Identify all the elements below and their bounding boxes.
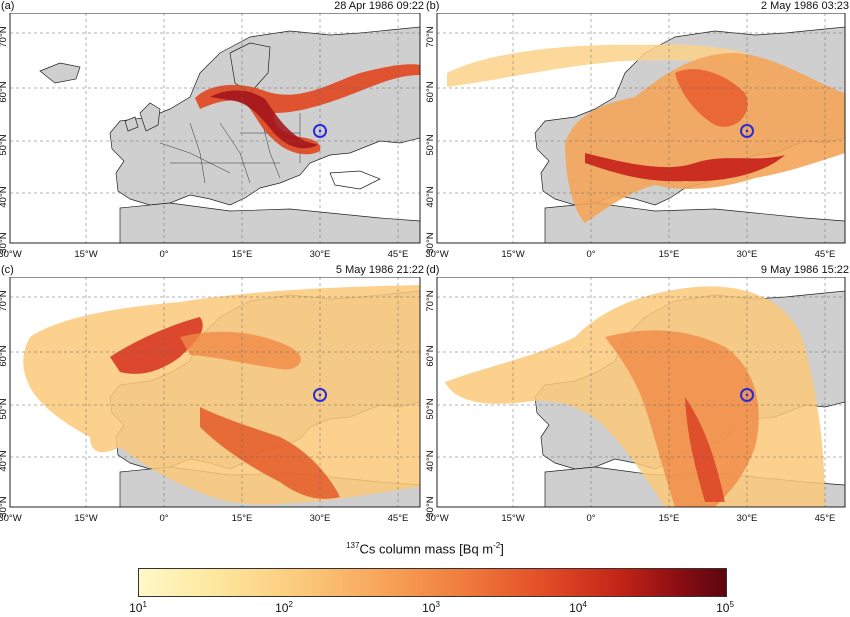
svg-text:15°W: 15°W bbox=[74, 513, 97, 524]
map-a: 30°W 15°W 0° 15°E 30°E 45°E 70°N 60°N 50… bbox=[0, 13, 421, 260]
gridlines bbox=[10, 13, 420, 243]
svg-text:50°N: 50°N bbox=[425, 398, 436, 419]
svg-text:60°N: 60°N bbox=[425, 345, 436, 366]
svg-text:40°N: 40°N bbox=[425, 450, 436, 471]
svg-text:30°W: 30°W bbox=[0, 513, 22, 524]
plume bbox=[195, 64, 420, 155]
svg-text:15°E: 15°E bbox=[659, 249, 680, 260]
colorbar-tick: 101 bbox=[129, 600, 147, 615]
svg-text:15°W: 15°W bbox=[74, 249, 97, 260]
svg-text:40°N: 40°N bbox=[425, 186, 436, 207]
svg-text:30°N: 30°N bbox=[425, 232, 436, 253]
svg-text:70°N: 70°N bbox=[0, 26, 9, 47]
panel-date: 5 May 1986 21:22 bbox=[335, 264, 424, 276]
colorbar-title: 137Cs column mass [Bq m-2] bbox=[346, 541, 504, 557]
panel-a: (a) 28 Apr 1986 09:22 bbox=[0, 0, 425, 268]
svg-text:30°E: 30°E bbox=[737, 249, 758, 260]
map-d: 30°W 15°W 0° 15°E 30°E 45°E 70°N 60°N 50… bbox=[425, 277, 846, 524]
chernobyl-marker bbox=[313, 124, 327, 138]
svg-text:0°: 0° bbox=[586, 249, 595, 260]
chernobyl-marker bbox=[313, 388, 327, 402]
svg-text:30°W: 30°W bbox=[425, 513, 448, 524]
svg-text:0°: 0° bbox=[159, 513, 168, 524]
map-frame bbox=[9, 13, 421, 244]
chernobyl-marker bbox=[740, 124, 754, 138]
lat-tick-labels: 70°N 60°N 50°N 40°N 30°N bbox=[0, 26, 9, 253]
svg-text:30°E: 30°E bbox=[310, 513, 331, 524]
svg-text:70°N: 70°N bbox=[0, 290, 9, 311]
lon-tick-labels: 30°W 15°W 0° 15°E 30°E 45°E bbox=[0, 249, 408, 260]
panel-date: 28 Apr 1986 09:22 bbox=[334, 0, 424, 12]
panel-label: (d) bbox=[426, 264, 440, 276]
panel-date: 9 May 1986 15:22 bbox=[760, 264, 849, 276]
svg-text:45°E: 45°E bbox=[388, 513, 409, 524]
svg-text:70°N: 70°N bbox=[425, 290, 436, 311]
plume bbox=[23, 285, 420, 505]
svg-text:30°N: 30°N bbox=[0, 232, 9, 253]
svg-text:70°N: 70°N bbox=[425, 26, 436, 47]
colorbar-tick: 103 bbox=[422, 600, 440, 615]
map-c: 30°W 15°W 0° 15°E 30°E 45°E 70°N 60°N 50… bbox=[0, 277, 421, 524]
plume bbox=[445, 286, 825, 507]
svg-text:45°E: 45°E bbox=[815, 249, 836, 260]
panel-b: (b) 2 May 1986 03:23 30°W 15°W 0° 15°E 3… bbox=[425, 0, 850, 268]
svg-text:30°E: 30°E bbox=[310, 249, 331, 260]
svg-text:50°N: 50°N bbox=[425, 134, 436, 155]
svg-text:60°N: 60°N bbox=[425, 81, 436, 102]
svg-text:15°W: 15°W bbox=[501, 249, 524, 260]
svg-text:15°E: 15°E bbox=[659, 513, 680, 524]
panel-d: (d) 9 May 1986 15:22 30°W 15°W 0° 15°E 3… bbox=[425, 264, 850, 532]
panel-c: (c) 5 May 1986 21:22 30°W 15°W 0° 15°E 3… bbox=[0, 264, 425, 532]
svg-text:15°W: 15°W bbox=[501, 513, 524, 524]
panel-date: 2 May 1986 03:23 bbox=[760, 0, 849, 12]
panel-label: (a) bbox=[1, 0, 15, 12]
map-b: 30°W 15°W 0° 15°E 30°E 45°E 70°N 60°N 50… bbox=[425, 13, 846, 260]
svg-text:15°E: 15°E bbox=[232, 513, 253, 524]
panel-label: (c) bbox=[1, 264, 14, 276]
panel-label: (b) bbox=[426, 0, 440, 12]
svg-text:0°: 0° bbox=[586, 513, 595, 524]
svg-text:40°N: 40°N bbox=[0, 450, 9, 471]
svg-text:30°E: 30°E bbox=[737, 513, 758, 524]
svg-text:45°E: 45°E bbox=[388, 249, 409, 260]
svg-text:30°N: 30°N bbox=[0, 496, 9, 517]
colorbar-tick: 105 bbox=[716, 600, 734, 615]
chernobyl-marker bbox=[740, 388, 754, 402]
svg-text:50°N: 50°N bbox=[0, 398, 9, 419]
colorbar-tick: 102 bbox=[275, 600, 293, 615]
plume bbox=[447, 44, 845, 223]
svg-text:40°N: 40°N bbox=[0, 186, 9, 207]
svg-text:15°E: 15°E bbox=[232, 249, 253, 260]
svg-text:45°E: 45°E bbox=[815, 513, 836, 524]
svg-text:60°N: 60°N bbox=[0, 345, 9, 366]
svg-text:30°N: 30°N bbox=[425, 496, 436, 517]
svg-text:0°: 0° bbox=[159, 249, 168, 260]
svg-text:30°W: 30°W bbox=[0, 249, 22, 260]
svg-text:60°N: 60°N bbox=[0, 81, 9, 102]
svg-text:50°N: 50°N bbox=[0, 134, 9, 155]
colorbar-tick: 104 bbox=[569, 600, 587, 615]
svg-text:30°W: 30°W bbox=[425, 249, 448, 260]
colorbar bbox=[138, 568, 727, 597]
